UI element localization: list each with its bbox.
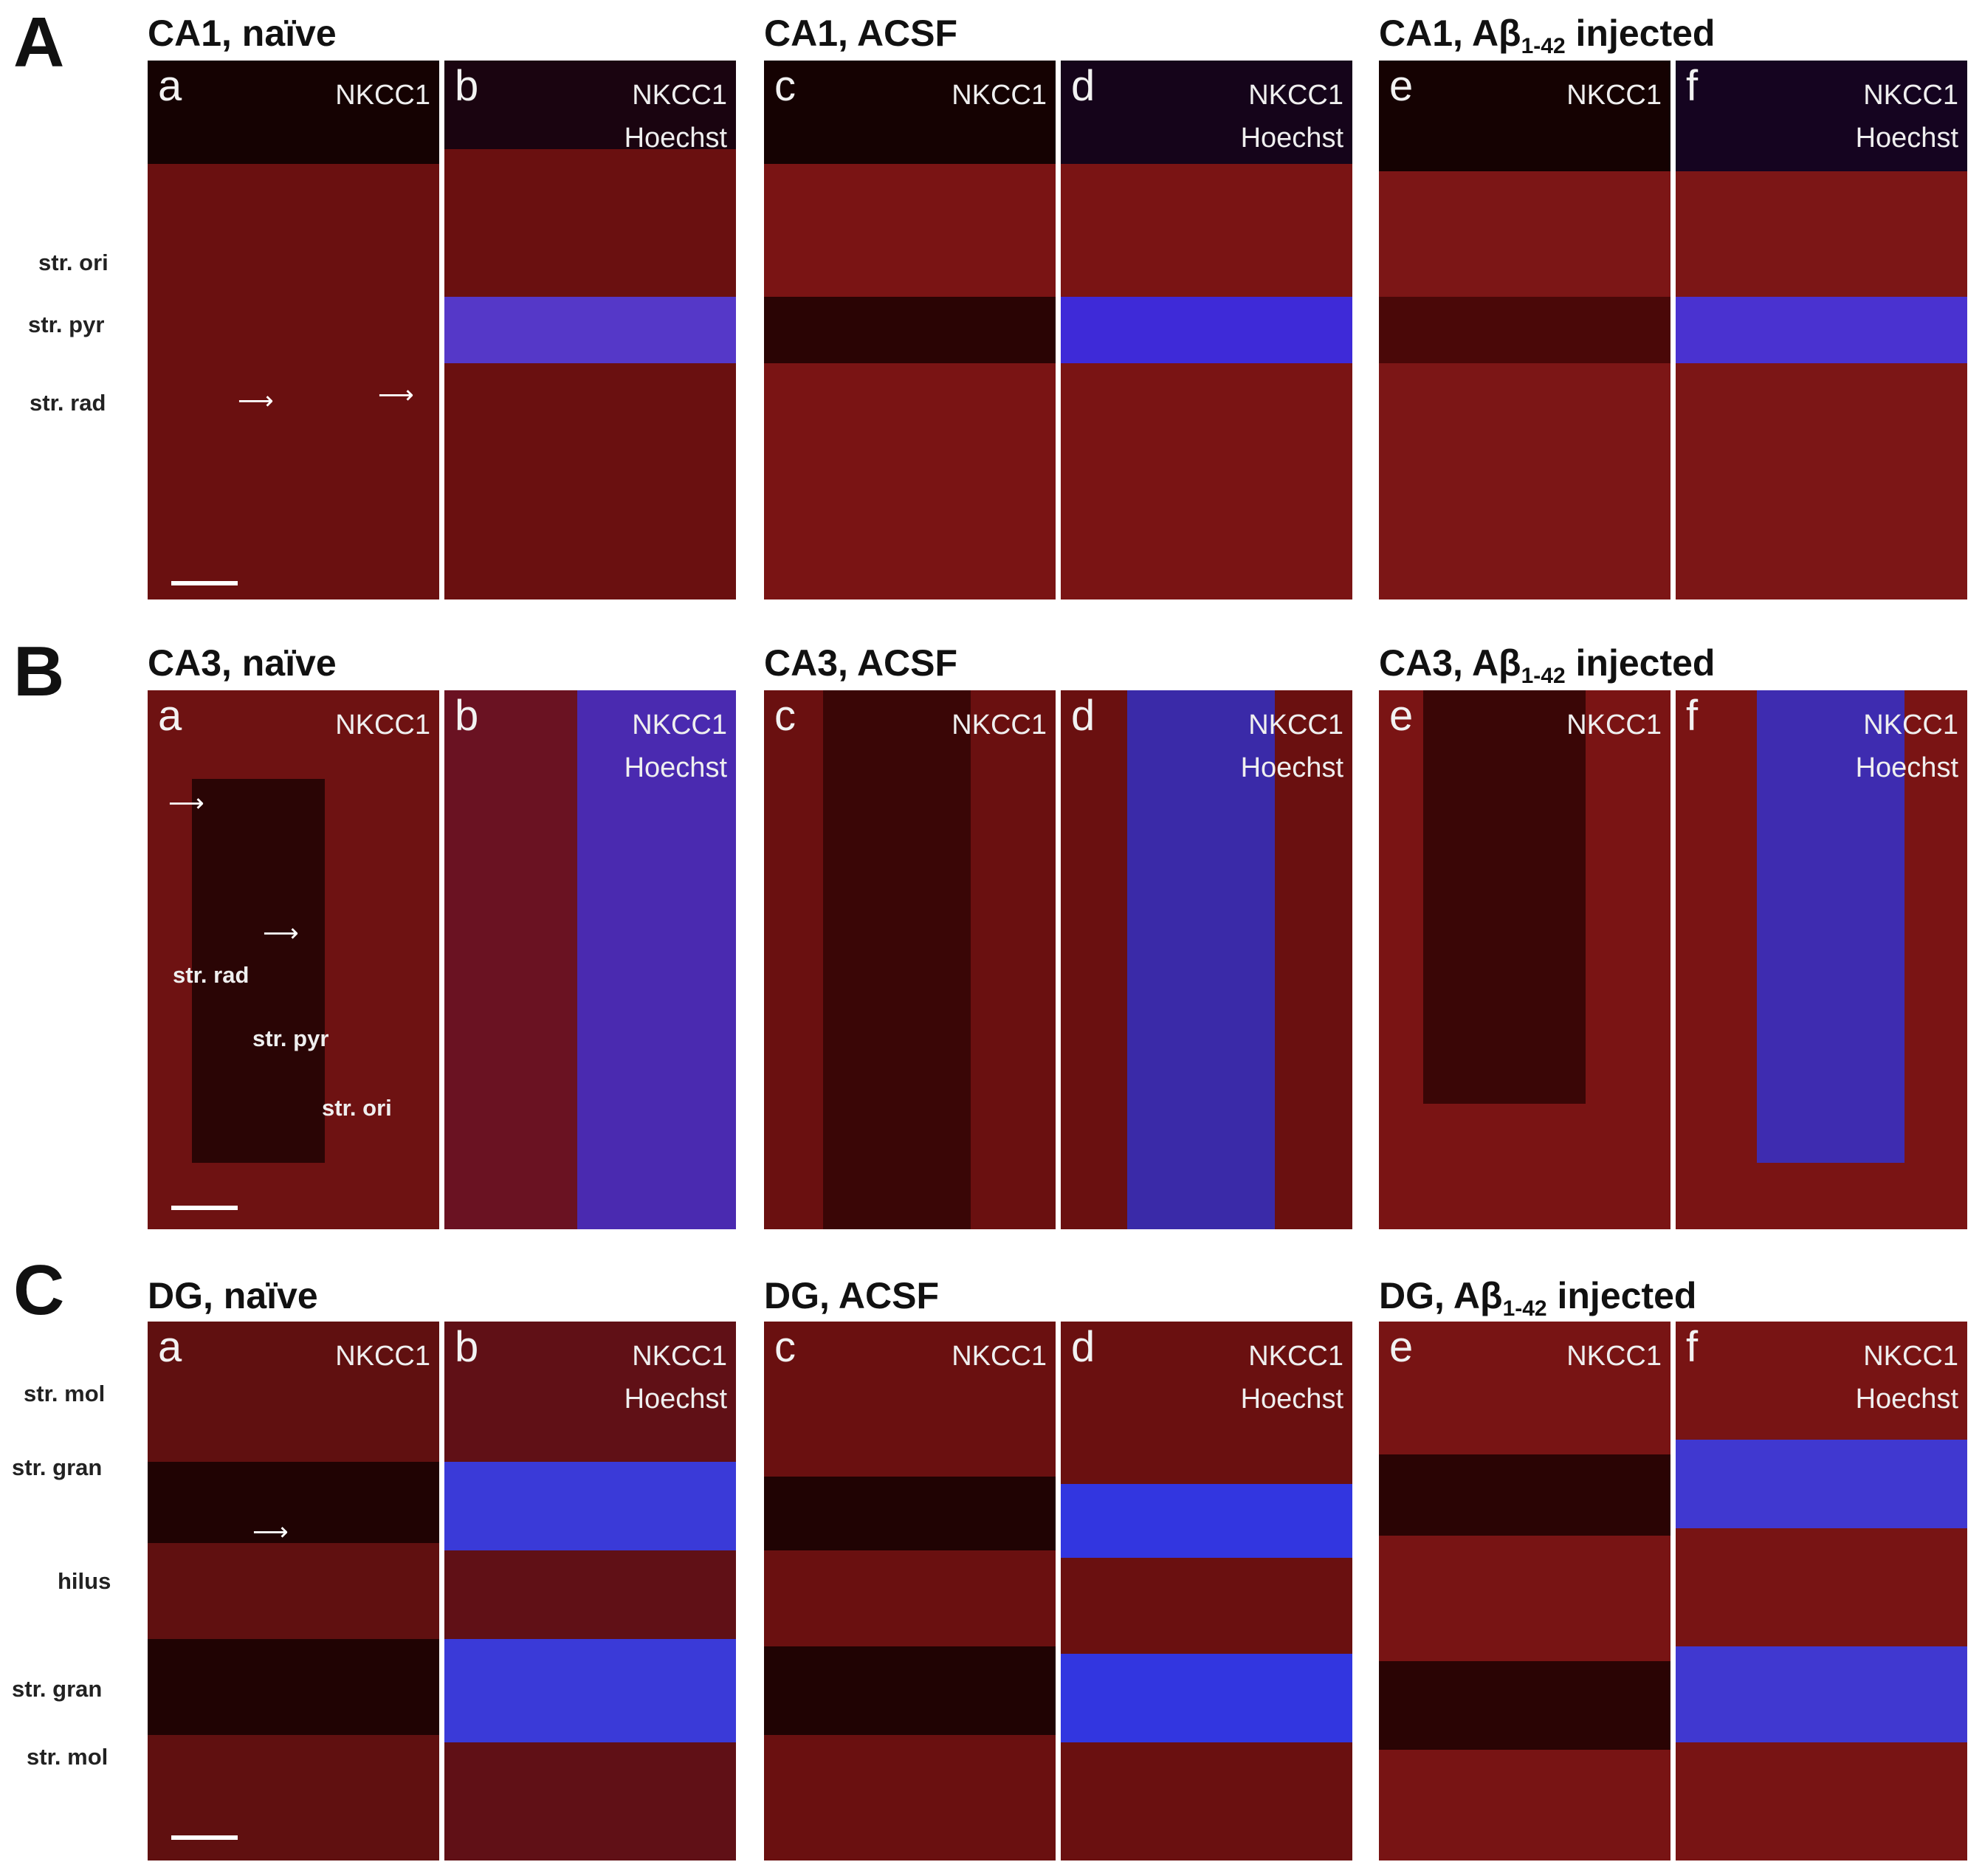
group-title-a-acsf: CA1, ACSF xyxy=(764,13,958,54)
panel-letter: c xyxy=(774,692,796,740)
panel-letter: e xyxy=(1389,692,1414,740)
panel-letter: e xyxy=(1389,62,1414,110)
micrograph-panel-b-c: c NKCC1 xyxy=(764,690,1056,1229)
layer-label-str-pyr: str. pyr xyxy=(28,312,105,337)
micrograph-panel-b-a: a NKCC1 ⟶ ⟶ str. rad str. pyr str. ori xyxy=(148,690,439,1229)
stain-label: NKCC1 Hoechst xyxy=(1240,80,1343,154)
micrograph-panel-b-b: b NKCC1 Hoechst xyxy=(444,690,736,1229)
micrograph-panel-c-d: d NKCC1 Hoechst xyxy=(1061,1322,1352,1860)
layer-label-str-mol: str. mol xyxy=(27,1744,109,1770)
stain-label: NKCC1 xyxy=(1566,80,1662,111)
stain-label: NKCC1 xyxy=(335,80,430,111)
layer-label-str-rad: str. rad xyxy=(173,962,250,988)
layer-label-str-gran: str. gran xyxy=(12,1676,103,1702)
group-title-b-acsf: CA3, ACSF xyxy=(764,642,958,684)
section-letter-a: A xyxy=(13,3,65,82)
micrograph-panel-a-b: b NKCC1 Hoechst xyxy=(444,61,736,599)
micrograph-panel-a-e: e NKCC1 xyxy=(1379,61,1670,599)
stain-label: NKCC1 Hoechst xyxy=(624,80,727,154)
stain-label: NKCC1 xyxy=(335,709,430,741)
layer-label-str-ori: str. ori xyxy=(322,1095,392,1121)
stain-label: NKCC1 Hoechst xyxy=(1240,1341,1343,1415)
panel-letter: f xyxy=(1686,62,1699,110)
panel-letter: a xyxy=(158,692,182,740)
micrograph-panel-c-f: f NKCC1 Hoechst xyxy=(1676,1322,1967,1860)
micrograph-panel-b-f: f NKCC1 Hoechst xyxy=(1676,690,1967,1229)
scale-bar xyxy=(171,1206,238,1210)
group-title-c-acsf: DG, ACSF xyxy=(764,1275,940,1316)
layer-label-str-rad: str. rad xyxy=(30,390,106,416)
group-title-c-abeta: DG, Aβ1-42 injected xyxy=(1379,1275,1697,1321)
panel-letter: c xyxy=(774,62,796,110)
stain-label: NKCC1 Hoechst xyxy=(1240,709,1343,783)
stain-label: NKCC1 Hoechst xyxy=(1855,1341,1958,1415)
stain-label: NKCC1 Hoechst xyxy=(624,1341,727,1415)
panel-letter: a xyxy=(158,62,182,110)
panel-letter: b xyxy=(455,1323,479,1371)
scale-bar xyxy=(171,581,238,585)
arrow-icon: ⟶ xyxy=(263,919,299,947)
panel-letter: d xyxy=(1071,692,1095,740)
layer-label-str-mol: str. mol xyxy=(24,1381,106,1406)
group-title-b-abeta: CA3, Aβ1-42 injected xyxy=(1379,642,1716,688)
stain-label: NKCC1 Hoechst xyxy=(624,709,727,783)
stain-label: NKCC1 xyxy=(1566,1341,1662,1372)
panel-letter: c xyxy=(774,1323,796,1371)
panel-letter: d xyxy=(1071,62,1095,110)
arrow-icon: ⟶ xyxy=(378,381,414,409)
stain-label: NKCC1 xyxy=(1566,709,1662,741)
panel-letter: d xyxy=(1071,1323,1095,1371)
scale-bar xyxy=(171,1835,238,1840)
group-title-a-naive: CA1, naïve xyxy=(148,13,337,54)
section-letter-c: C xyxy=(13,1251,65,1330)
micrograph-panel-c-b: b NKCC1 Hoechst xyxy=(444,1322,736,1860)
panel-letter: a xyxy=(158,1323,182,1371)
stain-label: NKCC1 xyxy=(952,1341,1047,1372)
micrograph-panel-a-f: f NKCC1 Hoechst xyxy=(1676,61,1967,599)
group-title-c-naive: DG, naïve xyxy=(148,1275,318,1316)
panel-letter: b xyxy=(455,692,479,740)
group-title-b-naive: CA3, naïve xyxy=(148,642,337,684)
panel-letter: f xyxy=(1686,1323,1699,1371)
micrograph-panel-a-c: c NKCC1 xyxy=(764,61,1056,599)
micrograph-panel-b-e: e NKCC1 xyxy=(1379,690,1670,1229)
layer-label-str-gran: str. gran xyxy=(12,1454,103,1480)
arrow-icon: ⟶ xyxy=(238,387,274,415)
stain-label: NKCC1 xyxy=(335,1341,430,1372)
stain-label: NKCC1 Hoechst xyxy=(1855,80,1958,154)
micrograph-panel-a-a: a NKCC1 ⟶ ⟶ xyxy=(148,61,439,599)
micrograph-panel-c-c: c NKCC1 xyxy=(764,1322,1056,1860)
section-letter-b: B xyxy=(13,632,65,711)
group-title-a-abeta: CA1, Aβ1-42 injected xyxy=(1379,13,1716,58)
layer-label-str-ori: str. ori xyxy=(38,250,109,275)
arrow-icon: ⟶ xyxy=(168,789,204,817)
layer-label-hilus: hilus xyxy=(58,1568,111,1594)
micrograph-panel-a-d: d NKCC1 Hoechst xyxy=(1061,61,1352,599)
stain-label: NKCC1 xyxy=(952,80,1047,111)
layer-label-str-pyr: str. pyr xyxy=(252,1025,329,1051)
micrograph-panel-c-e: e NKCC1 xyxy=(1379,1322,1670,1860)
micrograph-panel-b-d: d NKCC1 Hoechst xyxy=(1061,690,1352,1229)
panel-letter: b xyxy=(455,62,479,110)
stain-label: NKCC1 Hoechst xyxy=(1855,709,1958,783)
arrow-icon: ⟶ xyxy=(252,1518,289,1546)
panel-letter: e xyxy=(1389,1323,1414,1371)
panel-letter: f xyxy=(1686,692,1699,740)
stain-label: NKCC1 xyxy=(952,709,1047,741)
micrograph-panel-c-a: a NKCC1 ⟶ xyxy=(148,1322,439,1860)
